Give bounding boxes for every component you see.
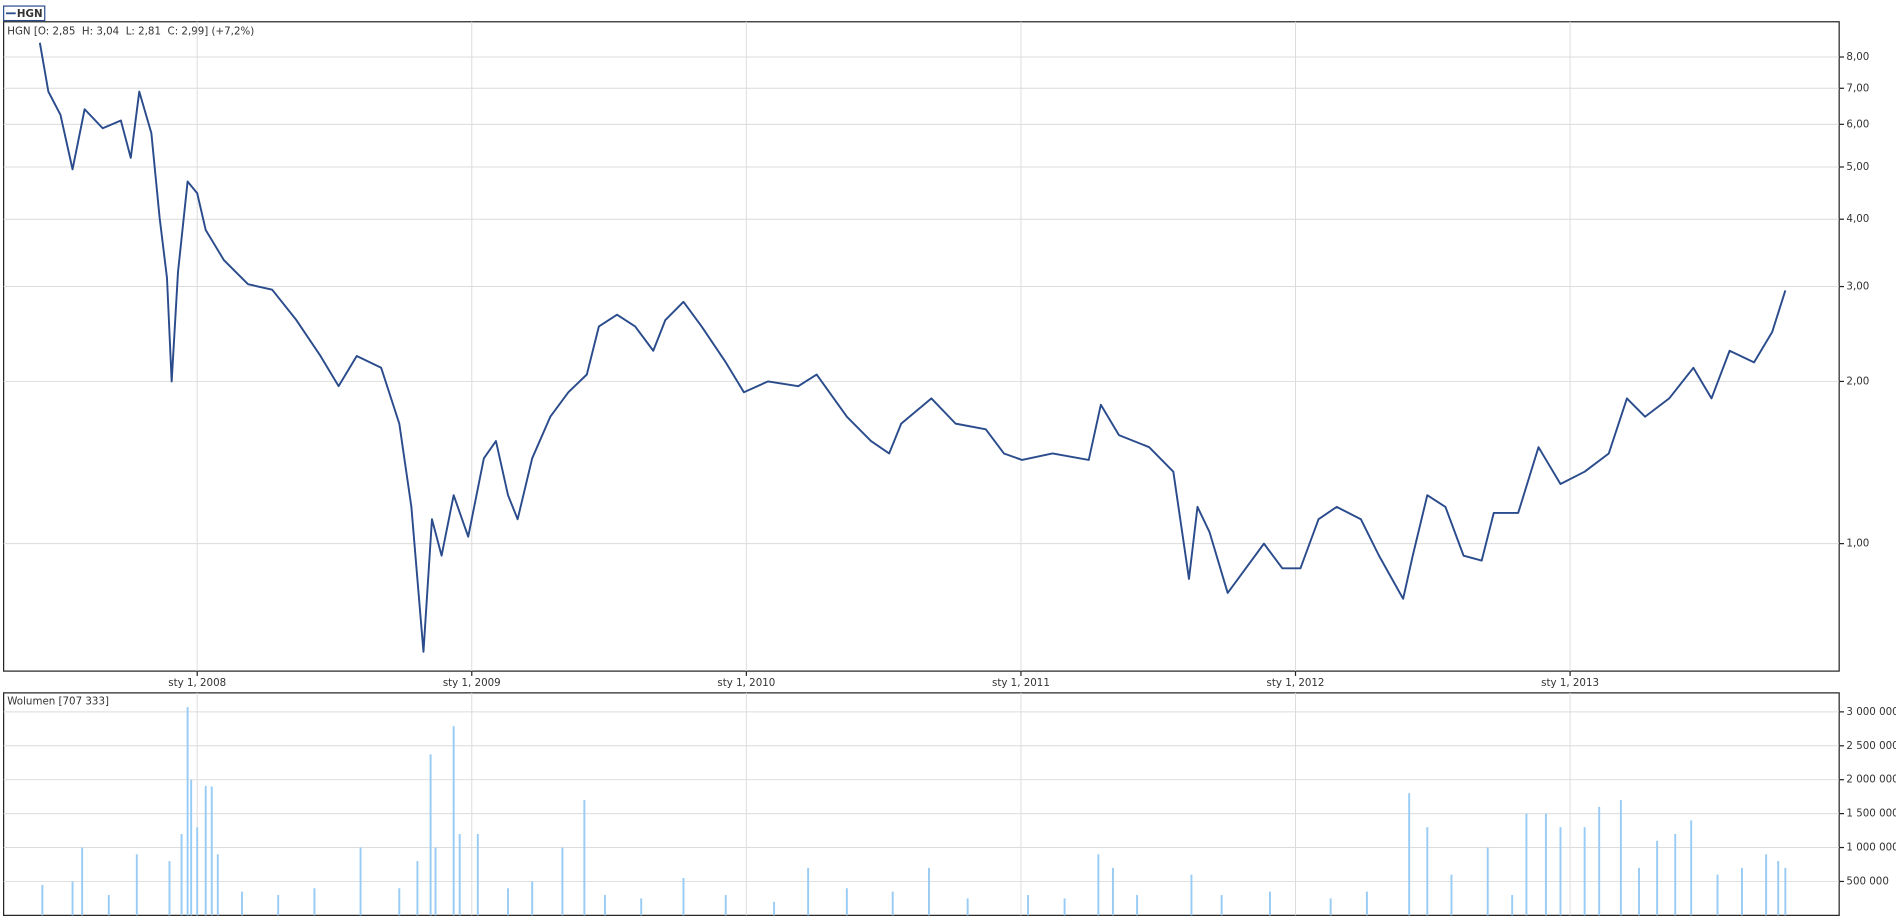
volume-bar xyxy=(845,888,848,916)
volume-bar xyxy=(476,833,479,916)
volume-subtitle: Wolumen [707 333] xyxy=(7,695,109,707)
volume-bar xyxy=(1598,806,1601,916)
volume-bar xyxy=(434,847,437,916)
volume-bar xyxy=(240,891,243,916)
price-line xyxy=(38,42,1787,653)
volume-bar xyxy=(1220,895,1223,916)
volume-bar xyxy=(168,861,171,916)
y-tick-label: 5,00 xyxy=(1846,161,1869,173)
x-tick-label: sty 1, 2013 xyxy=(1541,677,1599,689)
volume-bar xyxy=(1426,827,1429,916)
volume-bar xyxy=(416,861,419,916)
volume-bar xyxy=(583,800,586,916)
y-tick-label: 2 500 000 xyxy=(1846,740,1896,752)
volume-bar xyxy=(1063,898,1066,916)
y-tick-label: 2 000 000 xyxy=(1846,774,1896,786)
volume-bar xyxy=(1741,867,1743,916)
legend: HGN xyxy=(3,5,46,22)
volume-bar xyxy=(966,898,969,916)
volume-bar xyxy=(1638,867,1640,916)
volume-bar xyxy=(186,707,189,916)
volume-bar xyxy=(458,833,461,916)
volume-bar xyxy=(71,881,74,916)
volume-bar xyxy=(210,786,213,916)
volume-bar xyxy=(1777,861,1780,916)
volume-plot-frame xyxy=(3,692,1840,916)
y-tick-label: 4,00 xyxy=(1846,213,1869,225)
x-tick-label: sty 1, 2008 xyxy=(168,677,226,689)
volume-bar xyxy=(1269,891,1271,916)
price-subtitle: HGN [O: 2,85 H: 3,04 L: 2,81 C: 2,99] (+… xyxy=(7,25,254,37)
volume-bar xyxy=(807,867,810,916)
volume-bar xyxy=(561,847,564,916)
volume-bar xyxy=(398,888,401,916)
volume-bar xyxy=(1027,895,1030,916)
volume-bar xyxy=(1690,820,1693,916)
volume-bar xyxy=(1525,813,1528,916)
volume-bar xyxy=(180,833,183,916)
x-tick-label: sty 1, 2012 xyxy=(1267,677,1325,689)
volume-bar xyxy=(1511,895,1514,916)
volume-bar xyxy=(1190,874,1193,916)
volume-bar xyxy=(196,827,199,916)
volume-bar xyxy=(682,878,685,916)
volume-bar xyxy=(1544,813,1547,916)
y-tick-label: 500 000 xyxy=(1846,875,1888,887)
y-tick-label: 1 500 000 xyxy=(1846,808,1896,820)
y-tick-label: 8,00 xyxy=(1846,51,1869,63)
volume-bar xyxy=(429,754,432,916)
volume-bar xyxy=(1656,840,1659,916)
y-tick-label: 2,00 xyxy=(1846,375,1869,387)
volume-bar xyxy=(135,854,138,916)
volume-bar xyxy=(204,785,207,916)
volume-bar xyxy=(1765,854,1768,916)
x-tick-label: sty 1, 2010 xyxy=(717,677,775,689)
volume-bar xyxy=(190,779,193,916)
volume-bar xyxy=(1111,867,1114,916)
volume-bar xyxy=(927,867,930,916)
volume-bar xyxy=(107,895,110,916)
volume-bar xyxy=(1365,891,1368,916)
volume-bar xyxy=(1450,874,1453,916)
y-tick-label: 3 000 000 xyxy=(1846,706,1896,718)
volume-bar xyxy=(41,884,44,916)
volume-bar xyxy=(216,854,219,916)
volume-bar xyxy=(1674,833,1677,916)
volume-bar xyxy=(1486,847,1489,916)
x-tick-label: sty 1, 2011 xyxy=(992,677,1050,689)
volume-bar xyxy=(1136,895,1139,916)
y-tick-label: 1,00 xyxy=(1846,538,1869,550)
volume-bar xyxy=(1784,867,1787,916)
volume-bar xyxy=(773,901,776,916)
y-tick-label: 7,00 xyxy=(1846,82,1869,94)
volume-bar xyxy=(277,895,280,916)
volume-bar xyxy=(81,847,84,916)
legend-box xyxy=(3,5,46,22)
x-tick-label: sty 1, 2009 xyxy=(443,677,501,689)
volume-bar xyxy=(507,888,509,916)
volume-bar xyxy=(1583,827,1586,916)
volume-bar xyxy=(1619,800,1622,916)
volume-bar xyxy=(359,847,362,916)
volume-bar xyxy=(640,898,643,916)
y-tick-label: 6,00 xyxy=(1846,118,1869,130)
volume-bar xyxy=(313,888,316,916)
volume-bar xyxy=(891,891,894,916)
volume-bar xyxy=(603,895,606,916)
volume-bar xyxy=(1559,827,1562,916)
legend-label: HGN xyxy=(17,8,43,20)
volume-bar xyxy=(531,881,534,916)
volume-bar xyxy=(724,895,727,916)
y-tick-label: 1 000 000 xyxy=(1846,842,1896,854)
volume-bar xyxy=(1408,793,1411,916)
volume-bar xyxy=(1716,874,1719,916)
volume-bar xyxy=(1097,854,1100,916)
volume-bar xyxy=(1329,898,1332,916)
price-plot-frame xyxy=(3,21,1840,672)
y-tick-label: 3,00 xyxy=(1846,281,1869,293)
volume-bar xyxy=(452,726,455,916)
